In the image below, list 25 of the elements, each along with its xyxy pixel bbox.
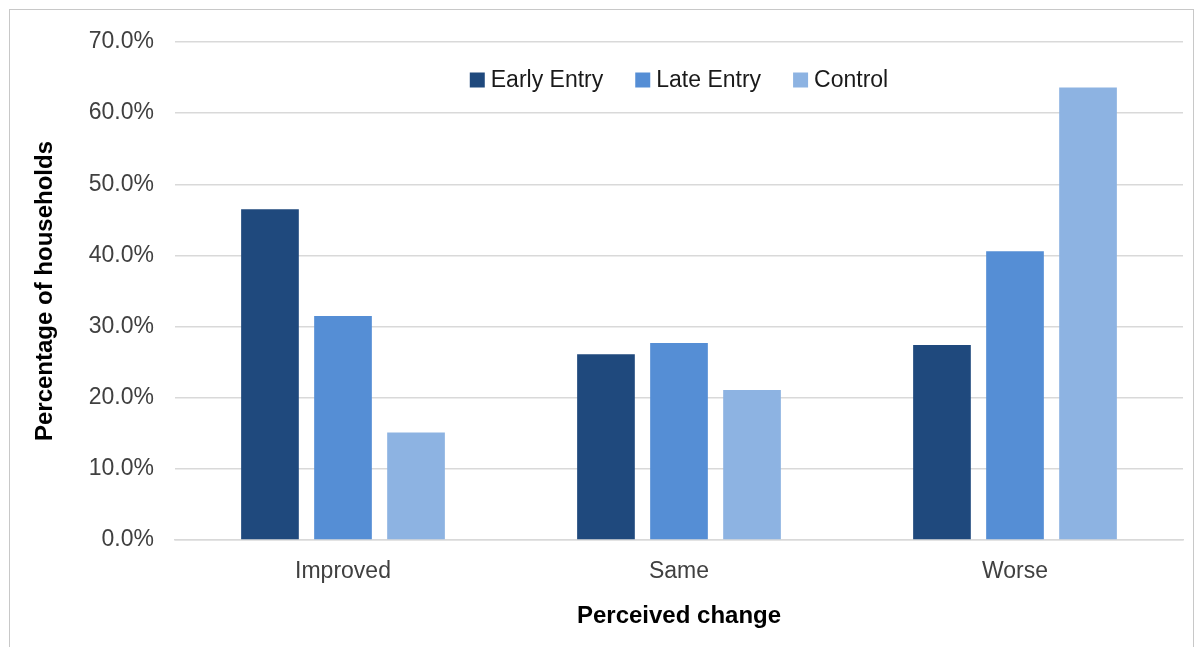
bar (241, 209, 299, 540)
y-tick-label: 70.0% (88, 27, 154, 54)
y-tick-label: 50.0% (88, 169, 154, 196)
bar (723, 389, 781, 540)
bar (387, 432, 445, 540)
y-tick-label: 30.0% (88, 311, 154, 338)
x-axis-title: Perceived change (576, 601, 782, 629)
x-tick-label: Improved (295, 557, 391, 584)
legend-label: Control (814, 66, 889, 93)
bar (314, 315, 372, 540)
legend-label: Early Entry (490, 66, 604, 93)
bar (1059, 87, 1117, 540)
y-tick-label: 10.0% (88, 454, 154, 481)
x-tick-label: Worse (981, 557, 1049, 584)
legend-label: Late Entry (656, 66, 762, 93)
y-tick-label: 40.0% (88, 240, 154, 267)
y-axis-title: Percentage of households (30, 140, 58, 442)
bar (986, 251, 1044, 540)
bar (650, 342, 708, 540)
x-tick-label: Same (648, 557, 710, 584)
y-tick-label: 0.0% (101, 525, 154, 552)
y-tick-label: 20.0% (88, 383, 154, 410)
bar (913, 345, 971, 540)
bar (577, 354, 635, 540)
y-tick-label: 60.0% (88, 98, 154, 125)
